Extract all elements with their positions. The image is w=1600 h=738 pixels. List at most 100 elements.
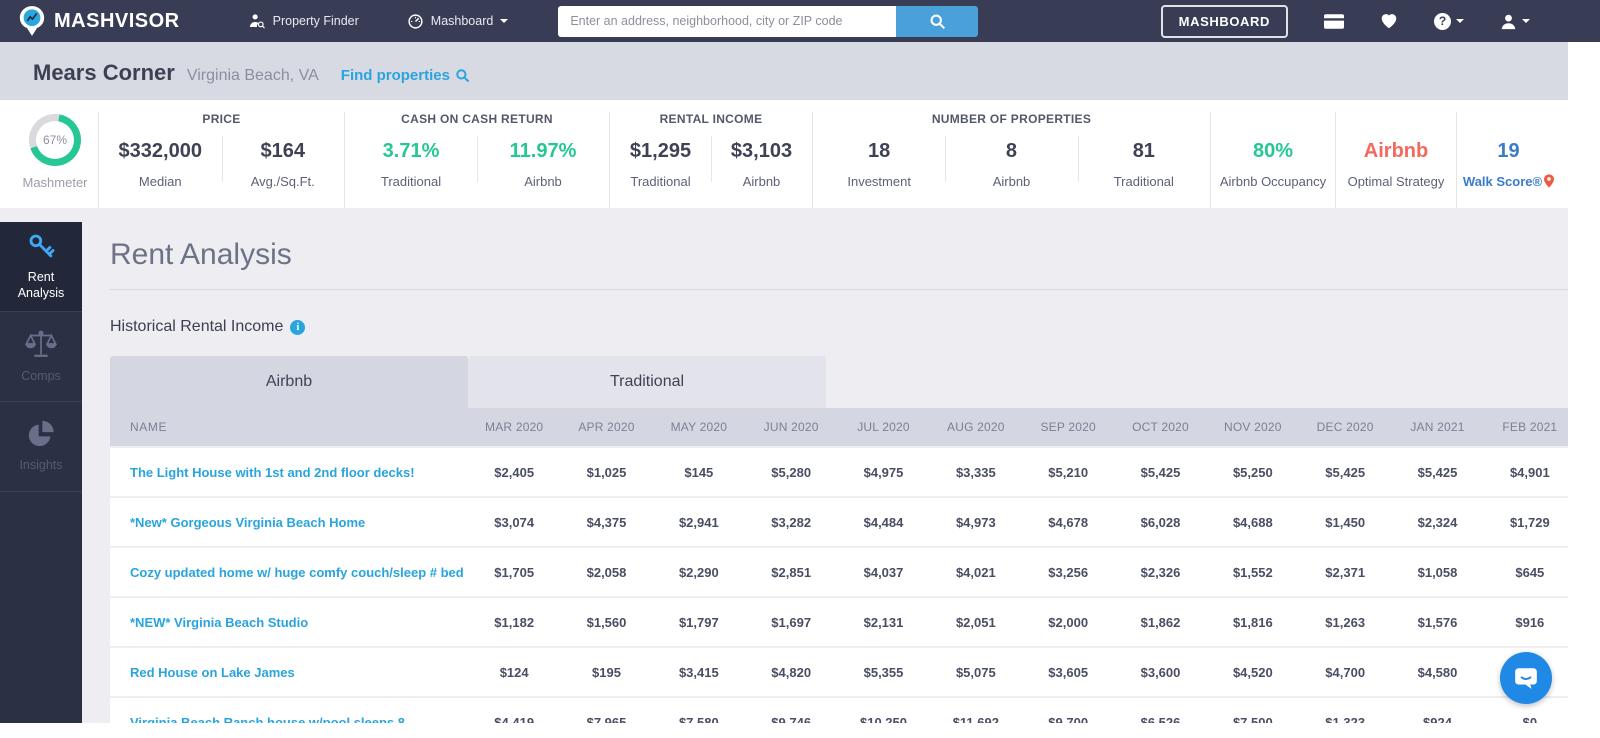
rent-value-cell: $1,025 — [586, 464, 627, 480]
rental-type-tabs: Airbnb Traditional — [110, 356, 1576, 408]
rent-value-cell: $1,450 — [1325, 514, 1366, 530]
rent-value-cell: $4,021 — [955, 564, 996, 580]
rent-value-cell: $4,580 — [1417, 664, 1458, 680]
rent-value-cell: $2,290 — [678, 564, 719, 580]
rent-value-cell: $4,820 — [771, 664, 812, 680]
column-header-month: JUL 2020 — [857, 420, 910, 434]
stat-props-investment: 18 Investment — [847, 140, 911, 189]
walk-score-link[interactable]: Walk Score® — [1463, 174, 1555, 189]
user-menu[interactable] — [1500, 13, 1530, 30]
rent-value-cell: $195 — [592, 664, 621, 680]
rent-value-cell: $5,425 — [1417, 464, 1458, 480]
mashvisor-logo[interactable]: MASHVISOR — [18, 5, 180, 37]
rent-value-cell: $1,182 — [494, 614, 535, 630]
chat-widget-button[interactable] — [1500, 652, 1552, 704]
stat-avg-sqft: $164 Avg./Sq.Ft. — [221, 134, 345, 189]
city-state: Virginia Beach, VA — [186, 67, 319, 84]
chevron-down-icon — [1456, 19, 1464, 27]
rent-value-cell: $1,797 — [678, 614, 719, 630]
rent-value-cell: $2,000 — [1048, 614, 1089, 630]
neighborhood-name: Mears Corner — [33, 60, 175, 85]
rent-value-cell: $3,605 — [1048, 664, 1089, 680]
mashmeter-value: 67% — [42, 133, 68, 147]
help-menu[interactable]: ? — [1434, 12, 1464, 30]
rent-value-cell: $1,705 — [494, 564, 535, 580]
bottom-gutter — [0, 723, 1600, 738]
rent-value-cell: $3,282 — [771, 514, 812, 530]
rent-value-cell: $4,700 — [1325, 664, 1366, 680]
map-pin-logo-icon — [18, 5, 46, 37]
property-name-cell: *New* Gorgeous Virginia Beach Home — [110, 515, 468, 530]
property-name-link[interactable]: *New* Gorgeous Virginia Beach Home — [130, 514, 366, 530]
column-header-month: AUG 2020 — [947, 420, 1005, 434]
location-bar: Mears Corner Virginia Beach, VA Find pro… — [0, 42, 1600, 100]
column-header-month: APR 2020 — [578, 420, 635, 434]
right-gutter — [1568, 42, 1600, 738]
mashmeter: 67% Mashmeter — [12, 112, 98, 208]
search-button[interactable] — [896, 5, 979, 37]
nav-item-property-finder[interactable]: Property Finder — [248, 12, 359, 30]
search-input[interactable] — [558, 5, 897, 37]
rent-value-cell: $1,862 — [1140, 614, 1181, 630]
nav-item-mashboard[interactable]: Mashboard — [407, 13, 509, 30]
property-name-link[interactable]: Red House on Lake James — [130, 664, 295, 680]
rent-value-cell: $2,371 — [1325, 564, 1366, 580]
rent-value-cell: $5,075 — [955, 664, 996, 680]
stat-coc-airbnb: 11.97% Airbnb — [477, 134, 609, 189]
rent-value-cell: $3,074 — [494, 514, 535, 530]
property-name-link[interactable]: The Light House with 1st and 2nd floor d… — [130, 464, 415, 480]
property-finder-icon — [248, 12, 266, 30]
info-icon[interactable]: i — [290, 319, 306, 335]
key-icon — [26, 231, 56, 261]
table-row: Red House on Lake James $124 $195 $3,415… — [110, 648, 1576, 696]
mashboard-button[interactable]: MASHBOARD — [1160, 4, 1288, 38]
table-row: *New* Gorgeous Virginia Beach Home $3,07… — [110, 498, 1576, 546]
find-properties-link[interactable]: Find properties — [341, 67, 470, 84]
table-row: The Light House with 1st and 2nd floor d… — [110, 448, 1576, 496]
stat-airbnb-occupancy: 80% Airbnb Occupancy — [1219, 140, 1327, 189]
sidebar-item-comps[interactable]: Comps — [0, 312, 82, 402]
rent-value-cell: $5,355 — [863, 664, 904, 680]
brand-name: MASHVISOR — [54, 9, 180, 32]
stat-group-optimal-strategy: Airbnb Optimal Strategy — [1335, 112, 1456, 208]
rent-value-cell: $2,058 — [586, 564, 627, 580]
stat-walk-score: 19 Walk Score® — [1457, 134, 1560, 189]
rent-value-cell: $4,037 — [863, 564, 904, 580]
user-icon — [1500, 13, 1517, 30]
property-name-link[interactable]: Cozy updated home w/ huge comfy couch/sl… — [130, 564, 464, 580]
address-search — [558, 5, 979, 37]
chevron-down-icon — [500, 19, 509, 27]
main-panel: Rent Analysis Historical Rental Income i… — [82, 208, 1600, 738]
rent-value-cell: $1,729 — [1509, 514, 1550, 530]
rent-value-cell: $3,256 — [1048, 564, 1089, 580]
stat-group-title: PRICE — [202, 112, 241, 126]
rent-value-cell: $3,415 — [678, 664, 719, 680]
rent-value-cell: $4,678 — [1048, 514, 1089, 530]
rent-value-cell: $2,051 — [955, 614, 996, 630]
page-title: Rent Analysis — [110, 238, 292, 271]
rent-value-cell: $2,324 — [1417, 514, 1458, 530]
tab-airbnb[interactable]: Airbnb — [110, 356, 468, 408]
rent-value-cell: $4,901 — [1509, 464, 1550, 480]
sidebar-item-insights[interactable]: Insights — [0, 402, 82, 492]
divider — [110, 289, 1576, 290]
rent-value-cell: $4,484 — [863, 514, 904, 530]
stat-props-traditional: 81 Traditional — [1077, 134, 1210, 189]
tab-traditional[interactable]: Traditional — [468, 356, 826, 408]
stat-rent-airbnb: $3,103 Airbnb — [711, 134, 812, 189]
rent-value-cell: $5,280 — [771, 464, 812, 480]
mashboard-icon — [407, 13, 424, 30]
property-name-link[interactable]: *NEW* Virginia Beach Studio — [130, 614, 309, 630]
search-icon — [455, 68, 470, 83]
column-header-month: FEB 2021 — [1502, 420, 1558, 434]
scales-icon — [24, 328, 58, 360]
favorites-heart-icon[interactable] — [1380, 13, 1398, 29]
stat-median-price: $332,000 Median — [118, 140, 202, 189]
billing-card-icon[interactable] — [1324, 13, 1344, 29]
top-navbar: MASHVISOR Property Finder — [0, 0, 1600, 42]
navbar-right-controls: MASHBOARD ? — [1160, 4, 1530, 38]
table-row: *NEW* Virginia Beach Studio $1,182 $1,56… — [110, 598, 1576, 646]
sidebar-item-rent-analysis[interactable]: Rent Analysis — [0, 222, 82, 312]
column-header-month: OCT 2020 — [1132, 420, 1189, 434]
